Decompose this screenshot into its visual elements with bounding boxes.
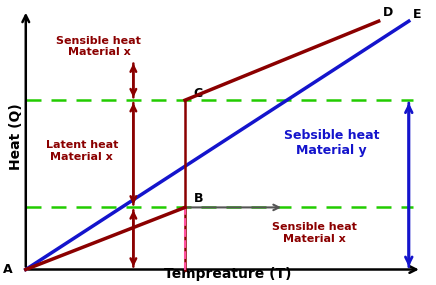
- Text: C: C: [194, 87, 203, 100]
- Text: B: B: [194, 192, 203, 205]
- Text: Sensible heat
Material x: Sensible heat Material x: [57, 36, 141, 57]
- Text: Heat (Q): Heat (Q): [9, 103, 23, 170]
- Text: E: E: [413, 8, 422, 21]
- Text: Tempreature (T): Tempreature (T): [164, 267, 292, 281]
- Text: Sensible heat
Material x: Sensible heat Material x: [272, 222, 357, 244]
- Text: A: A: [3, 263, 13, 276]
- Text: D: D: [383, 5, 393, 19]
- Text: Sebsible heat
Material y: Sebsible heat Material y: [283, 129, 379, 156]
- Text: Latent heat
Material x: Latent heat Material x: [45, 140, 118, 162]
